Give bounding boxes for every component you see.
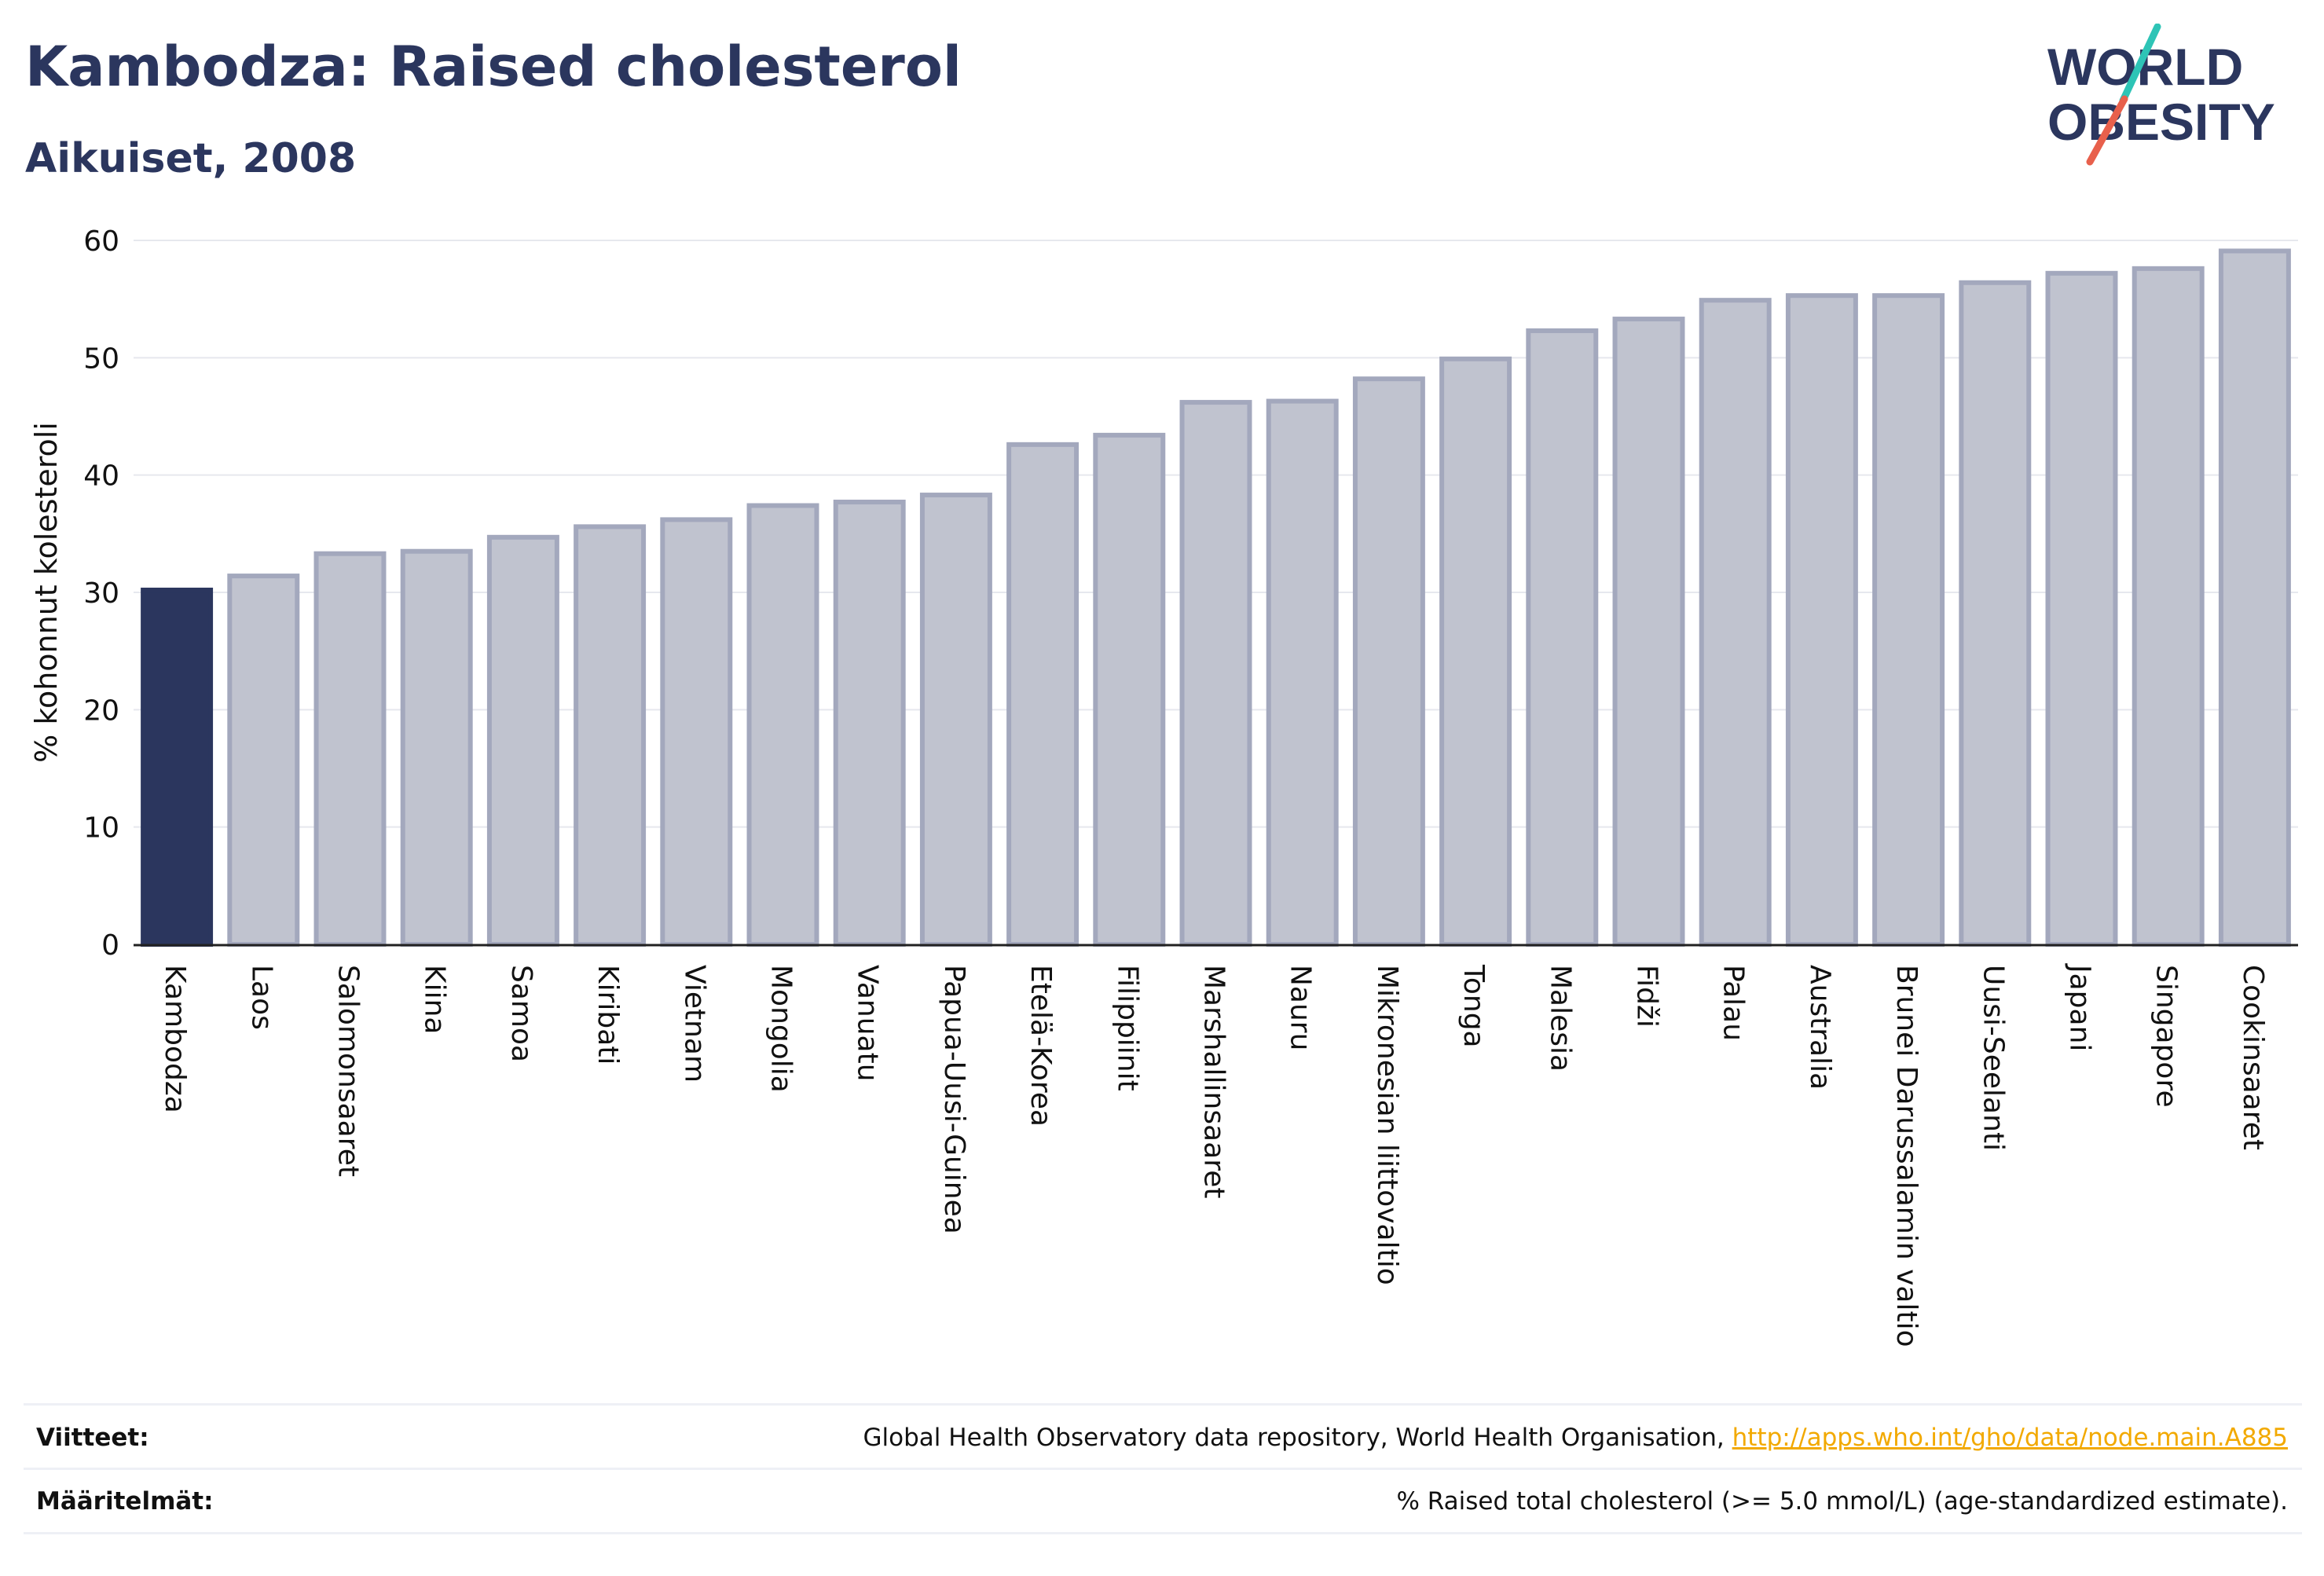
footer-divider-middle bbox=[24, 1468, 2302, 1470]
y-tick-label: 60 bbox=[83, 225, 119, 258]
x-tick-label: Laos bbox=[245, 965, 277, 1030]
bar-malesia[interactable] bbox=[1526, 328, 1599, 947]
x-tick-label: Palau bbox=[1717, 965, 1750, 1041]
x-tick-label: Cookinsaaret bbox=[2237, 965, 2269, 1150]
bar-fidži[interactable] bbox=[1612, 317, 1685, 947]
y-axis-title: % kohonnut kolesteroli bbox=[29, 422, 64, 763]
x-tick-label: Kambodza bbox=[159, 965, 191, 1113]
bar-kiribati[interactable] bbox=[574, 524, 647, 947]
definitions-label: Määritelmät: bbox=[36, 1487, 214, 1516]
sources-text: Global Health Observatory data repositor… bbox=[863, 1424, 2288, 1452]
bar-australia[interactable] bbox=[1785, 293, 1858, 947]
x-tick-label: Mikronesian liittovaltio bbox=[1371, 965, 1403, 1285]
bar-marshallinsaaret[interactable] bbox=[1179, 400, 1252, 947]
logo-line-obesity: OBESITY bbox=[2047, 93, 2275, 151]
y-tick-label: 50 bbox=[83, 343, 119, 375]
x-tick-label: Uusi-Seelanti bbox=[1977, 965, 2009, 1151]
bar-salomonsaaret[interactable] bbox=[313, 551, 387, 947]
x-tick-label: Malesia bbox=[1544, 965, 1576, 1072]
x-tick-label: Mongolia bbox=[765, 965, 797, 1093]
bar-vanuatu[interactable] bbox=[833, 500, 906, 947]
x-tick-label: Nauru bbox=[1285, 965, 1317, 1050]
bar-uusi-seelanti[interactable] bbox=[1959, 280, 2032, 947]
x-tick-label: Papua-Uusi-Guinea bbox=[938, 965, 970, 1234]
x-tick-label: Kiribati bbox=[592, 965, 624, 1065]
bar-vietnam[interactable] bbox=[660, 517, 733, 947]
logo-slash-red bbox=[2086, 95, 2128, 166]
x-tick-label: Salomonsaaret bbox=[332, 965, 365, 1177]
bar-papua-uusi-guinea[interactable] bbox=[919, 493, 992, 947]
bar-tonga[interactable] bbox=[1439, 356, 1512, 947]
x-tick-label: Filippiinit bbox=[1111, 965, 1143, 1091]
bar-laos[interactable] bbox=[227, 574, 300, 947]
bar-nauru[interactable] bbox=[1266, 398, 1339, 947]
x-tick-label: Marshallinsaaret bbox=[1198, 965, 1230, 1199]
x-tick-label: Australia bbox=[1804, 965, 1836, 1090]
y-tick-label: 40 bbox=[83, 460, 119, 493]
bars bbox=[141, 248, 2291, 947]
bar-cookinsaaret[interactable] bbox=[2218, 248, 2291, 947]
definitions-text: % Raised total cholesterol (>= 5.0 mmol/… bbox=[1396, 1487, 2288, 1516]
sources-description: Global Health Observatory data repositor… bbox=[863, 1424, 1732, 1452]
chart-subtitle: Aikuiset, 2008 bbox=[25, 135, 357, 182]
bar-filippiinit[interactable] bbox=[1093, 432, 1166, 947]
sources-label: Viitteet: bbox=[36, 1424, 149, 1452]
bar-japani[interactable] bbox=[2045, 270, 2118, 947]
x-tick-label: Etelä-Korea bbox=[1025, 965, 1057, 1127]
bar-mongolia[interactable] bbox=[746, 503, 819, 947]
y-tick-label: 20 bbox=[83, 695, 119, 727]
bar-samoa[interactable] bbox=[486, 534, 559, 947]
sources-link[interactable]: http://apps.who.int/gho/data/node.main.A… bbox=[1732, 1424, 2288, 1452]
x-tick-label: Vanuatu bbox=[852, 965, 884, 1082]
x-tick-label: Singapore bbox=[2150, 965, 2183, 1108]
y-tick-label: 10 bbox=[83, 812, 119, 845]
bar-palau[interactable] bbox=[1699, 298, 1772, 947]
x-axis-tick-labels: Kambodza Laos Salomonsaaret Kiina Samoa Kirib… bbox=[159, 963, 2269, 1347]
y-tick-label: 30 bbox=[83, 577, 119, 610]
y-tick-label: 0 bbox=[101, 929, 119, 962]
footer-divider-top bbox=[24, 1403, 2302, 1406]
x-tick-label: Vietnam bbox=[678, 965, 710, 1083]
chart-title: Kambodza: Raised cholesterol bbox=[25, 35, 962, 99]
y-axis-ticks: 0 10 20 30 40 50 60 bbox=[83, 225, 119, 962]
x-tick-label: Fidži bbox=[1631, 965, 1663, 1028]
x-tick-label: Samoa bbox=[505, 965, 537, 1062]
x-tick-label: Brunei Darussalamin valtio bbox=[1890, 965, 1923, 1347]
bar-kambodza[interactable] bbox=[141, 588, 214, 947]
x-tick-label: Japani bbox=[2064, 963, 2096, 1051]
bar-etelä-korea[interactable] bbox=[1006, 442, 1080, 947]
world-obesity-logo[interactable]: WORLD OBESITY bbox=[2043, 24, 2310, 173]
x-tick-label: Tonga bbox=[1457, 964, 1490, 1048]
x-tick-label: Kiina bbox=[419, 965, 451, 1035]
logo-slash-teal bbox=[2119, 24, 2161, 104]
footer-divider-bottom bbox=[24, 1532, 2302, 1534]
bar-singapore[interactable] bbox=[2132, 266, 2205, 947]
bar-mikronesian-liittovaltio[interactable] bbox=[1352, 376, 1425, 947]
bar-brunei-darussalamin-valtio[interactable] bbox=[1872, 293, 1945, 947]
bar-kiina[interactable] bbox=[400, 548, 473, 947]
